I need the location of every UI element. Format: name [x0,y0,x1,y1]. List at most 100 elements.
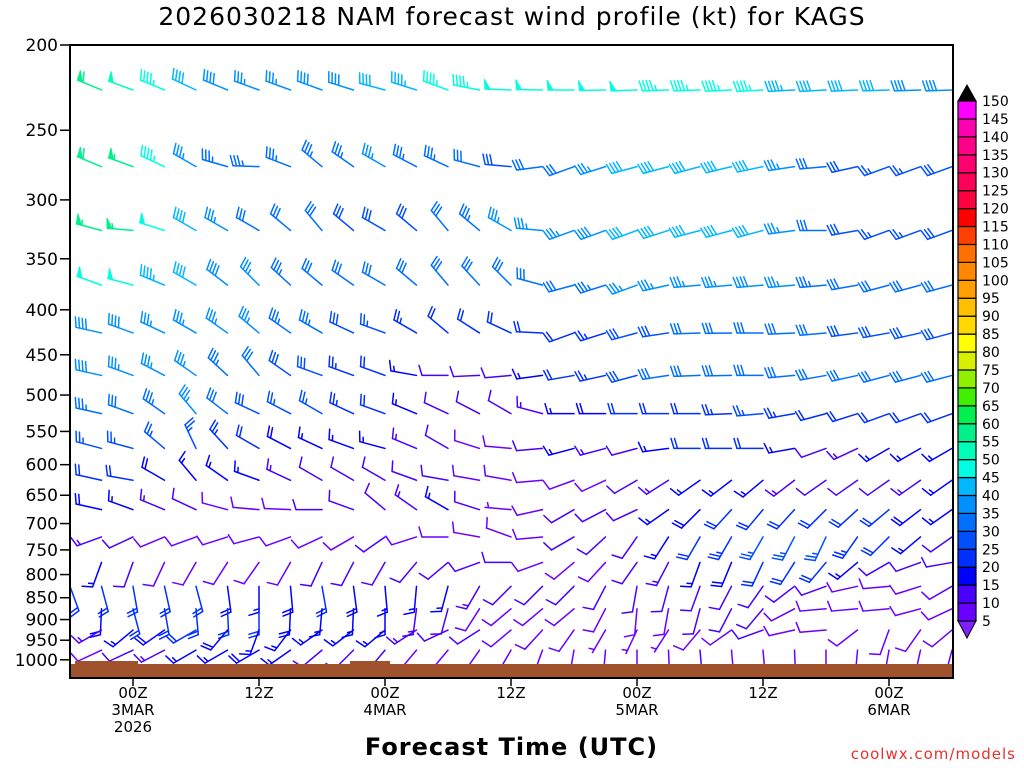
barb-full [542,480,551,490]
barb-staff [163,585,171,613]
wind-barb [455,390,481,415]
barb-half [644,488,651,494]
barb-full [763,160,770,172]
barb-full [338,207,344,220]
barb-full [454,627,467,632]
barb-full [178,450,186,462]
barb-full [923,229,932,239]
barb-flag [107,71,114,84]
barb-full [416,632,426,642]
barb-full [862,517,873,525]
barb-full [303,72,306,85]
wind-barb [826,447,859,461]
barb-staff [266,435,292,450]
barb-staff [904,629,922,653]
barb-full [331,141,337,153]
barb-full [676,80,682,92]
barb-staff [690,561,701,588]
barb-half [76,539,82,546]
wind-barb [764,479,796,497]
barb-staff [865,447,890,463]
barb-full [422,69,425,82]
barb-full [920,611,930,621]
barb-staff [613,479,638,495]
wind-barb [676,536,701,561]
barb-full [306,144,313,156]
wind-barb [701,80,733,92]
wind-barb [331,259,355,286]
barb-full [669,365,675,378]
barb-staff [515,536,544,540]
wind-barb [859,508,890,528]
barb-full [70,536,78,547]
barb-full [679,585,692,588]
barb-full [514,643,526,650]
wind-barb [451,464,481,482]
wind-barb [233,561,260,585]
barb-full [145,390,151,402]
barb-full [487,389,492,402]
barb-staff [646,508,670,526]
barb-full [202,580,215,586]
barb-half [408,607,416,611]
ground-bump [75,661,138,665]
barb-full [81,585,94,588]
barb-full [518,158,525,170]
credit-link[interactable]: coolwx.com/models [850,745,1016,763]
wind-barb [233,69,260,91]
barb-full [608,283,617,294]
barb-full [205,307,211,319]
wind-barb [574,370,607,382]
barb-staff [641,89,670,92]
barb-staff [268,649,292,666]
barb-full [920,230,929,241]
barb-full [103,640,114,648]
barb-full [863,547,874,554]
wind-barb [637,479,670,495]
colorbar-swatch [957,494,977,515]
barb-full [643,226,652,237]
colorbar-label: 105 [982,255,1009,271]
wind-barb [323,629,355,647]
barb-full [605,512,615,522]
barb-full [70,652,79,662]
barb-full [461,256,469,267]
wind-barb [483,464,512,482]
wind-barb [860,536,890,557]
wind-barb [270,257,292,286]
wind-barb [668,161,701,175]
wind-barb [672,629,701,651]
wind-barb [735,608,764,630]
wind-barb [921,447,953,463]
barb-staff [548,479,575,490]
barb-full [920,372,928,383]
barb-full [576,548,588,556]
wind-barb [710,561,733,588]
wind-barb [393,309,418,334]
barb-staff [767,229,796,235]
barb-full [643,555,656,560]
barb-staff [770,608,796,622]
barb-staff [178,459,197,482]
barb-staff [141,466,166,482]
barb-staff [611,374,638,383]
barb-staff [195,585,204,613]
barb-full [763,612,773,622]
barb-staff [391,437,418,450]
barb-full [829,370,837,382]
barb-full [426,146,430,158]
barb-staff [799,89,827,93]
y-tick-label: 500 [26,386,58,406]
barb-staff [893,89,922,92]
wind-barb [542,331,575,343]
barb-full [304,260,310,272]
barb-full [175,144,180,157]
barb-full [735,405,742,417]
barb-full [921,80,927,92]
barb-full [266,581,279,586]
barb-staff [430,209,449,232]
barb-staff [361,216,386,232]
barb-full [708,606,721,611]
barb-staff [579,447,607,456]
barb-full [266,458,270,471]
